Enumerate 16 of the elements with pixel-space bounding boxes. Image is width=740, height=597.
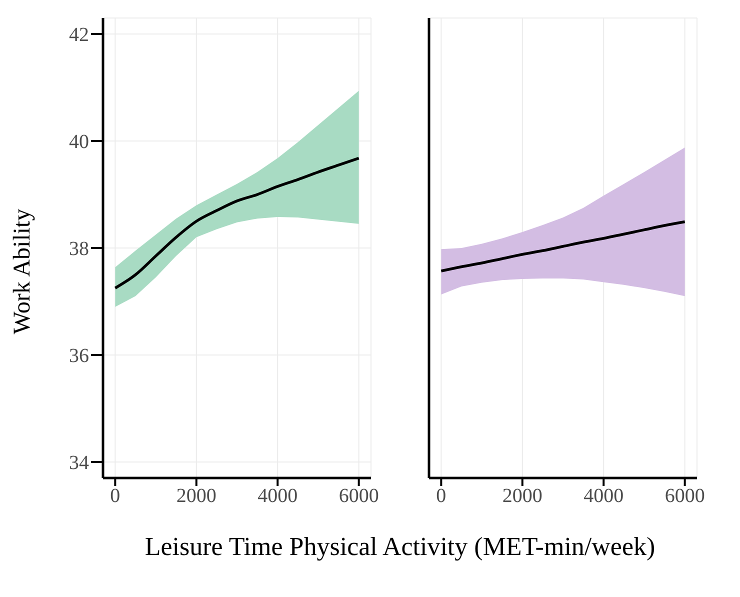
- y-axis-title: Work Ability: [10, 208, 36, 336]
- x-tick-label: 0: [110, 485, 120, 508]
- x-tick-label: 2000: [502, 485, 542, 508]
- y-tick-label: 42: [69, 24, 89, 46]
- x-tick-label: 6000: [664, 485, 705, 508]
- x-tick-label: 0: [436, 485, 446, 508]
- x-tick-label: 4000: [258, 485, 298, 508]
- y-tick-label: 34: [69, 452, 89, 474]
- y-tick-label: 38: [69, 238, 89, 260]
- x-axis-title: Leisure Time Physical Activity (MET-min/week): [144, 532, 656, 562]
- line-series: [114, 156, 360, 290]
- x-tick-label: 2000: [176, 485, 216, 508]
- y-tick-label: 40: [69, 131, 89, 154]
- y-tick-label: 36: [69, 345, 89, 368]
- x-tick-label: 6000: [338, 485, 379, 508]
- x-tick-label: 4000: [584, 485, 624, 508]
